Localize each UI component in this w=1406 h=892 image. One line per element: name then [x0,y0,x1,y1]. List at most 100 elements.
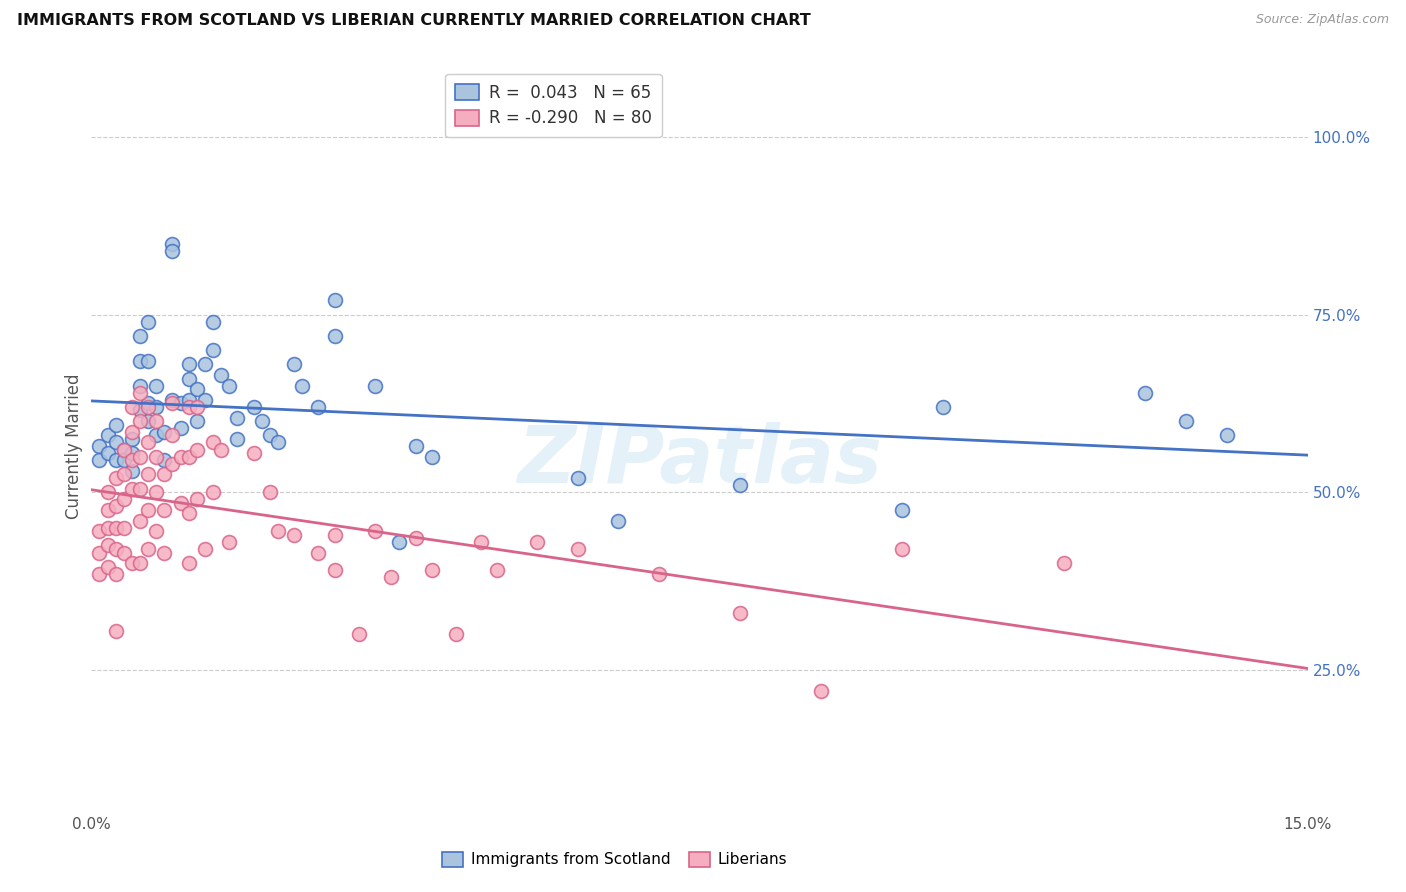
Point [307,400,329,414]
Point [291,378,314,392]
Point [202,315,225,329]
Point [567,541,589,556]
Point [136,414,159,428]
Point [162,244,184,258]
Point [162,392,184,407]
Point [209,368,232,382]
Point [162,396,184,410]
Point [347,627,370,641]
Point [648,566,671,581]
Point [186,382,208,396]
Point [283,528,305,542]
Point [136,400,159,414]
Point [129,353,152,368]
Point [136,353,159,368]
Point [169,421,191,435]
Point [186,442,208,457]
Point [112,545,135,559]
Point [1135,385,1157,400]
Point [931,400,953,414]
Point [145,450,167,464]
Point [202,485,225,500]
Point [129,329,152,343]
Point [104,435,127,450]
Point [177,556,200,570]
Point [420,450,443,464]
Point [136,503,159,517]
Point [202,435,225,450]
Point [162,236,184,251]
Point [145,400,167,414]
Point [177,392,200,407]
Point [89,453,111,467]
Point [97,559,120,574]
Point [97,428,120,442]
Point [112,453,135,467]
Point [323,293,346,308]
Point [129,403,152,417]
Point [405,531,427,545]
Point [420,563,443,577]
Point [104,417,127,432]
Point [810,684,832,698]
Point [267,435,290,450]
Point [153,467,176,482]
Point [129,482,152,496]
Point [112,492,135,507]
Point [405,439,427,453]
Point [226,432,249,446]
Point [121,482,143,496]
Text: ZIPatlas: ZIPatlas [517,422,882,500]
Text: Source: ZipAtlas.com: Source: ZipAtlas.com [1256,13,1389,27]
Point [97,538,120,552]
Point [323,563,346,577]
Point [153,453,176,467]
Point [129,414,152,428]
Point [364,378,387,392]
Point [97,485,120,500]
Point [186,400,208,414]
Point [259,485,281,500]
Point [136,467,159,482]
Point [145,378,167,392]
Point [97,503,120,517]
Point [607,514,630,528]
Point [169,450,191,464]
Legend: Immigrants from Scotland, Liberians: Immigrants from Scotland, Liberians [436,846,793,873]
Point [121,432,143,446]
Point [567,471,589,485]
Point [218,534,240,549]
Point [242,400,264,414]
Point [242,446,264,460]
Point [89,566,111,581]
Point [89,545,111,559]
Point [145,485,167,500]
Point [121,556,143,570]
Point [444,627,467,641]
Point [267,524,290,539]
Point [121,446,143,460]
Point [891,503,914,517]
Point [162,428,184,442]
Point [145,414,167,428]
Point [194,392,217,407]
Point [121,464,143,478]
Point [104,566,127,581]
Point [283,357,305,371]
Point [186,492,208,507]
Point [129,514,152,528]
Point [250,414,273,428]
Point [145,428,167,442]
Point [194,357,217,371]
Point [380,570,402,584]
Point [259,428,281,442]
Point [145,524,167,539]
Point [177,507,200,521]
Point [136,435,159,450]
Point [97,446,120,460]
Point [1175,414,1198,428]
Point [526,534,548,549]
Point [177,400,200,414]
Point [1215,428,1237,442]
Point [104,471,127,485]
